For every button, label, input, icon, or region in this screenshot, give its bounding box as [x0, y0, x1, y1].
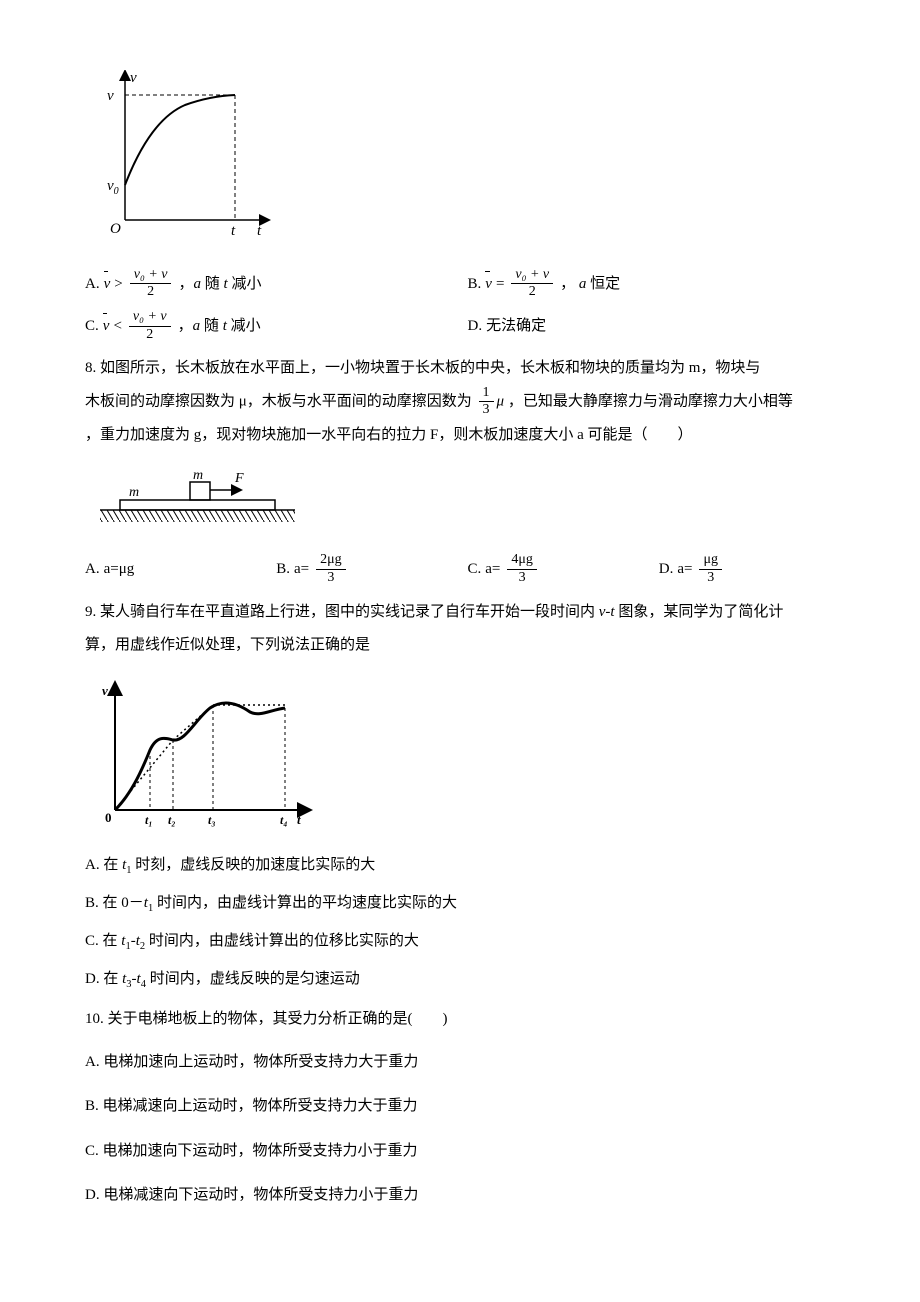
svg-text:m: m — [193, 470, 203, 483]
opt-label: D. — [468, 312, 483, 341]
q7-option-c[interactable]: C. v < v₀ + v2 ，a 随 t 减小 — [85, 305, 468, 348]
svg-text:t₃: t₃ — [208, 813, 216, 827]
svg-text:F: F — [234, 471, 244, 486]
rel: > — [114, 270, 122, 299]
q10-option-b[interactable]: B. 电梯减速向上运动时，物体所受支持力大于重力 — [85, 1084, 850, 1129]
q10-option-c[interactable]: C. 电梯加速向下运动时，物体所受支持力小于重力 — [85, 1129, 850, 1174]
q9-option-b[interactable]: B. 在 0－t1 时间内，由虚线计算出的平均速度比实际的大 — [85, 885, 850, 923]
vt-curve-svg: v v v0 O t t — [95, 70, 275, 240]
opt-text: 无法确定 — [486, 312, 546, 341]
block-on-board-svg: m m F — [95, 470, 305, 525]
q7-options: A. v > v₀ + v2 ，a 随 t 减小 B. v = v₀ + v2 … — [85, 263, 850, 348]
tail: ，a 随 t 减小 — [178, 312, 261, 341]
rel: < — [113, 312, 121, 341]
q9-option-d[interactable]: D. 在 t3-t4 时间内，虚线反映的是匀速运动 — [85, 961, 850, 999]
svg-text:v0: v0 — [107, 178, 119, 197]
q7-graph: v v v0 O t t — [95, 70, 850, 251]
q9-options: A. 在 t1 时刻，虚线反映的加速度比实际的大 B. 在 0－t1 时间内，由… — [85, 847, 850, 999]
svg-text:t₁: t₁ — [145, 813, 153, 827]
q10-option-d[interactable]: D. 电梯减速向下运动时，物体所受支持力小于重力 — [85, 1173, 850, 1218]
q10-stem: 10. 关于电梯地板上的物体，其受力分析正确的是( ) — [85, 999, 850, 1040]
opt-label: A. — [85, 555, 100, 584]
opt-label: C. — [85, 312, 99, 341]
tail: ， a 恒定 — [560, 270, 620, 299]
vt-bicycle-svg: v 0 t₁ t₂ t₃ t₄ t — [95, 680, 315, 830]
opt-text: a=μg — [104, 555, 135, 584]
svg-text:v: v — [130, 70, 137, 86]
q8-diagram: m m F — [95, 470, 850, 536]
q10-options: A. 电梯加速向上运动时，物体所受支持力大于重力 B. 电梯减速向上运动时，物体… — [85, 1040, 850, 1218]
q9-graph: v 0 t₁ t₂ t₃ t₄ t — [95, 680, 850, 841]
q9-line1: 9. 某人骑自行车在平直道路上行进，图中的实线记录了自行车开始一段时间内 v-t… — [85, 604, 783, 620]
q9-stem: 9. 某人骑自行车在平直道路上行进，图中的实线记录了自行车开始一段时间内 v-t… — [85, 592, 850, 666]
svg-text:t: t — [231, 223, 236, 239]
svg-text:0: 0 — [105, 810, 112, 825]
svg-text:O: O — [110, 221, 121, 237]
prefix: a= — [294, 555, 309, 584]
q8-line1: 8. 如图所示，长木板放在水平面上，一小物块置于长木板的中央，长木板和物块的质量… — [85, 360, 760, 376]
q8-line2a: 木板间的动摩擦因数为 μ，木板与水平面间的动摩擦因数为 — [85, 393, 472, 409]
opt-label: B. — [468, 270, 482, 299]
q8-option-c[interactable]: C. a= 4μg3 — [468, 546, 659, 593]
tail: ，a 随 t 减小 — [178, 270, 261, 299]
svg-text:t: t — [257, 223, 262, 239]
svg-text:v: v — [107, 88, 114, 104]
opt-label: D. — [659, 555, 674, 584]
q8-option-a[interactable]: A. a=μg — [85, 546, 276, 593]
q8-option-d[interactable]: D. a= μg3 — [659, 546, 850, 593]
q8-line2b: ，已知最大静摩擦力与滑动摩擦力大小相等 — [508, 393, 793, 409]
svg-text:t₄: t₄ — [280, 813, 288, 827]
prefix: a= — [485, 555, 500, 584]
opt-label: C. — [468, 555, 482, 584]
q8-option-b[interactable]: B. a= 2μg3 — [276, 546, 467, 593]
svg-text:t₂: t₂ — [168, 813, 176, 827]
svg-text:t: t — [297, 812, 301, 827]
q8-options: A. a=μg B. a= 2μg3 C. a= 4μg3 D. a= μg3 — [85, 546, 850, 593]
rel: = — [496, 270, 504, 299]
q7-option-a[interactable]: A. v > v₀ + v2 ，a 随 t 减小 — [85, 263, 468, 306]
q8-stem: 8. 如图所示，长木板放在水平面上，一小物块置于长木板的中央，长木板和物块的质量… — [85, 348, 850, 457]
svg-text:v: v — [102, 683, 108, 698]
opt-label: B. — [276, 555, 290, 584]
q7-option-b[interactable]: B. v = v₀ + v2 ， a 恒定 — [468, 263, 851, 306]
q9-option-c[interactable]: C. 在 t1-t2 时间内，由虚线计算出的位移比实际的大 — [85, 923, 850, 961]
prefix: a= — [677, 555, 692, 584]
q7-option-d[interactable]: D. 无法确定 — [468, 305, 851, 348]
svg-text:m: m — [129, 485, 139, 500]
q9-option-a[interactable]: A. 在 t1 时刻，虚线反映的加速度比实际的大 — [85, 847, 850, 885]
q8-line3: ，重力加速度为 g，现对物块施加一水平向右的拉力 F，则木板加速度大小 a 可能… — [85, 427, 693, 443]
q9-line2: 算，用虚线作近似处理，下列说法正确的是 — [85, 637, 370, 653]
opt-label: A. — [85, 270, 100, 299]
q10-option-a[interactable]: A. 电梯加速向上运动时，物体所受支持力大于重力 — [85, 1040, 850, 1085]
